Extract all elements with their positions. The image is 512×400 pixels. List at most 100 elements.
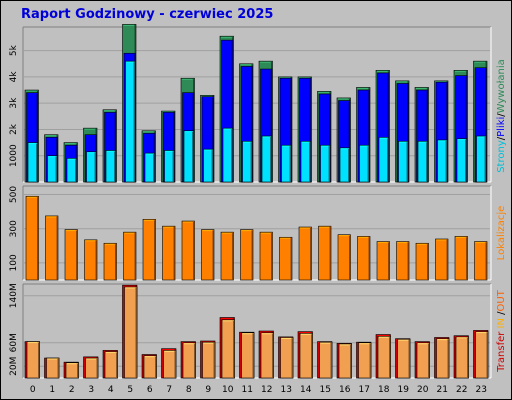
x-tick-label-10: 10 [222, 385, 234, 395]
x-tick-label-9: 9 [205, 385, 211, 395]
bar-strony-1 [47, 155, 58, 183]
x-tick-label-21: 21 [437, 385, 448, 395]
legend-top-part-3: / [496, 113, 507, 117]
bar-strony-21 [437, 139, 448, 183]
bar-visits-13 [279, 236, 293, 281]
bar-strony-17 [359, 144, 370, 183]
x-tick-label-20: 20 [417, 385, 429, 395]
bar-out-14 [299, 333, 313, 379]
bar-strony-11 [242, 140, 253, 183]
legend-bottom-part-3: OUT [496, 289, 507, 311]
x-tick-label-12: 12 [261, 385, 272, 395]
x-tick-label-0: 0 [30, 385, 36, 395]
bar-visits-0 [25, 195, 39, 281]
y-tick-label-0-4: 5k [9, 44, 19, 56]
x-tick-label-19: 19 [398, 385, 410, 395]
bar-strony-19 [398, 140, 409, 183]
bar-strony-8 [183, 130, 194, 183]
bar-out-22 [455, 336, 469, 379]
y-tick-label-0-3: 4k [9, 71, 19, 83]
y-tick-label-2-0: 20M [9, 357, 19, 376]
bar-strony-14 [300, 140, 311, 183]
bar-out-12 [260, 332, 274, 379]
legend-bottom-part-1: IN [496, 315, 507, 332]
page-title: Raport Godzinowy - czerwiec 2025 [21, 7, 274, 22]
x-tick-label-18: 18 [378, 385, 390, 395]
bar-out-6 [143, 355, 157, 379]
x-tick-label-23: 23 [476, 385, 487, 395]
bar-strony-15 [320, 144, 331, 183]
y-tick-label-0-2: 3k [9, 97, 19, 109]
x-tick-label-8: 8 [186, 385, 192, 395]
bar-strony-13 [281, 144, 292, 183]
legend-top-part-4: Wywołania [496, 59, 507, 113]
x-tick-label-22: 22 [456, 385, 467, 395]
x-tick-label-13: 13 [281, 385, 292, 395]
bar-visits-19 [396, 241, 410, 281]
bar-visits-9 [201, 229, 215, 281]
y-tick-label-2-2: 140M [9, 283, 19, 308]
y-tick-label-1-0: 100 [9, 254, 19, 271]
bar-out-9 [202, 341, 216, 379]
x-tick-label-6: 6 [147, 385, 153, 395]
bar-out-10 [221, 319, 235, 379]
legend-top-part-2: Pliki [496, 117, 507, 137]
bar-visits-1 [45, 215, 59, 281]
plot-area-1 [23, 186, 491, 280]
legend-bottom: Transfer IN /OUT [496, 289, 507, 373]
legend-middle: Lokalizacje [496, 206, 507, 261]
bar-visits-4 [103, 242, 117, 281]
x-tick-label-3: 3 [88, 385, 94, 395]
x-tick-label-14: 14 [300, 385, 312, 395]
x-tick-label-4: 4 [108, 385, 114, 395]
bar-strony-20 [417, 140, 428, 183]
legend-bottom-part-0: Transfer [496, 331, 507, 373]
x-tick-label-11: 11 [242, 385, 253, 395]
legend-middle-part-0: Lokalizacje [496, 206, 507, 261]
bar-visits-6 [142, 219, 156, 281]
x-tick-label-5: 5 [127, 385, 133, 395]
bar-out-23 [475, 331, 489, 379]
bar-out-5 [124, 286, 138, 379]
bar-visits-17 [357, 236, 371, 281]
bar-visits-5 [123, 231, 137, 281]
bar-out-15 [319, 341, 333, 379]
bar-visits-16 [337, 234, 351, 281]
x-tick-label-7: 7 [166, 385, 172, 395]
bar-visits-12 [259, 231, 273, 281]
bar-visits-15 [318, 225, 332, 281]
bar-out-7 [163, 350, 177, 379]
bar-strony-9 [203, 148, 214, 183]
bar-visits-3 [84, 239, 98, 281]
bar-visits-14 [298, 226, 312, 281]
bar-visits-20 [415, 242, 429, 281]
bar-out-13 [280, 337, 294, 379]
bar-out-18 [377, 335, 391, 379]
legend-top-part-1: / [496, 136, 507, 140]
bar-strony-0 [27, 142, 38, 183]
bar-visits-7 [162, 225, 176, 281]
x-tick-label-17: 17 [359, 385, 370, 395]
bar-strony-18 [378, 137, 389, 183]
legend-top-part-0: Strony [496, 140, 507, 173]
bar-out-17 [358, 342, 372, 379]
bar-strony-7 [164, 150, 175, 183]
bar-strony-10 [222, 127, 233, 183]
bar-strony-23 [476, 135, 487, 183]
bar-visits-10 [220, 231, 234, 281]
bar-visits-8 [181, 220, 195, 281]
bar-visits-23 [474, 241, 488, 281]
bar-out-11 [241, 332, 255, 379]
bar-out-16 [338, 343, 352, 379]
bar-out-21 [436, 338, 450, 379]
bar-out-2 [65, 362, 79, 379]
bar-visits-11 [240, 229, 254, 281]
bar-strony-16 [339, 147, 350, 183]
bar-out-4 [104, 351, 118, 379]
plot-area-2 [23, 284, 491, 378]
bar-strony-3 [86, 151, 97, 183]
bar-out-19 [397, 338, 411, 379]
bar-out-8 [182, 342, 196, 379]
